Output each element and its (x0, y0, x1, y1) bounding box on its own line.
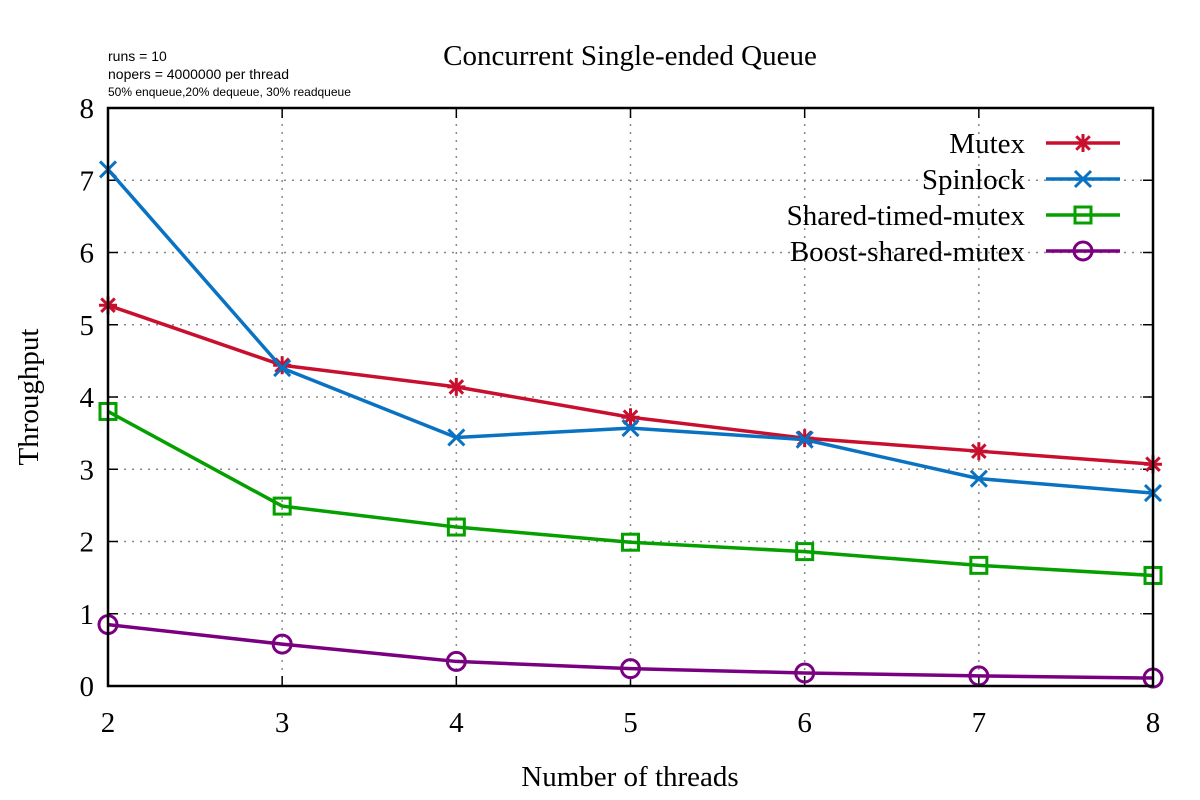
x-tick-label: 7 (972, 707, 987, 739)
data-point-shared-timed-mutex (621, 532, 640, 552)
x-tick-label: 3 (275, 707, 290, 739)
data-point-mutex (447, 377, 466, 396)
data-point-spinlock (273, 359, 292, 378)
x-tick-label: 4 (449, 707, 464, 739)
data-point-boost-shared-mutex (794, 662, 816, 684)
x-tick-label: 6 (797, 707, 812, 739)
legend-marker-boost-shared-mutex (1072, 240, 1094, 262)
y-tick-label: 4 (80, 382, 95, 414)
legend-label-mutex: Mutex (949, 128, 1025, 160)
data-point-mutex (969, 442, 988, 461)
data-point-boost-shared-mutex (445, 650, 467, 672)
data-point-spinlock (795, 430, 814, 449)
series-line-boost-shared-mutex (107, 622, 1154, 680)
y-tick-label: 2 (80, 527, 95, 559)
y-tick-label: 5 (80, 310, 95, 342)
data-point-spinlock (621, 419, 640, 438)
y-tick-label: 3 (80, 454, 95, 486)
y-axis-label: Throughput (13, 329, 45, 466)
legend: Mutex Spinlock Shared-timed-mutex Boost-sha… (787, 128, 1120, 268)
chart-title: Concurrent Single-ended Queue (443, 40, 817, 72)
legend-label-shared-timed-mutex: Shared-timed-mutex (787, 200, 1026, 232)
data-point-shared-timed-mutex (446, 517, 466, 537)
plot-frame (106, 106, 1155, 688)
y-tick-label: 6 (80, 238, 95, 270)
y-tick-label: 0 (80, 671, 95, 703)
data-point-shared-timed-mutex (969, 555, 989, 575)
legend-marker-spinlock (1073, 169, 1093, 189)
legend-marker-mutex (1074, 134, 1092, 152)
legend-marker-shared-timed-mutex (1073, 205, 1093, 225)
data-point-boost-shared-mutex (271, 633, 293, 655)
x-tick-label: 5 (623, 707, 638, 739)
data-point-shared-timed-mutex (795, 542, 815, 562)
data-point-boost-shared-mutex (620, 658, 641, 680)
x-tick-label: 2 (101, 707, 116, 739)
x-tick-label: 8 (1146, 707, 1161, 739)
x-axis-label: Number of threads (521, 761, 738, 793)
series-line-shared-timed-mutex (107, 409, 1154, 578)
legend-label-spinlock: Spinlock (922, 164, 1026, 196)
data-point-shared-timed-mutex (272, 496, 292, 516)
annotation-op-mix: 50% enqueue,20% dequeue, 30% readqueue (108, 85, 351, 99)
grid (108, 108, 1153, 686)
data-point-spinlock (447, 428, 466, 447)
annotation-runs: runs = 10 (108, 48, 167, 64)
y-tick-label: 7 (80, 165, 95, 197)
y-tick-label: 8 (80, 93, 95, 125)
y-tick-label: 1 (80, 599, 95, 631)
series-line-mutex (107, 303, 1154, 466)
annotation-nopers: nopers = 4000000 per thread (108, 66, 289, 82)
series-layer (97, 160, 1164, 689)
data-point-spinlock (969, 469, 988, 488)
ticks: 0 1 2 3 4 5 6 7 8 2 3 4 5 6 7 8 (80, 93, 1161, 739)
legend-label-boost-shared-mutex: Boost-shared-mutex (790, 236, 1026, 268)
